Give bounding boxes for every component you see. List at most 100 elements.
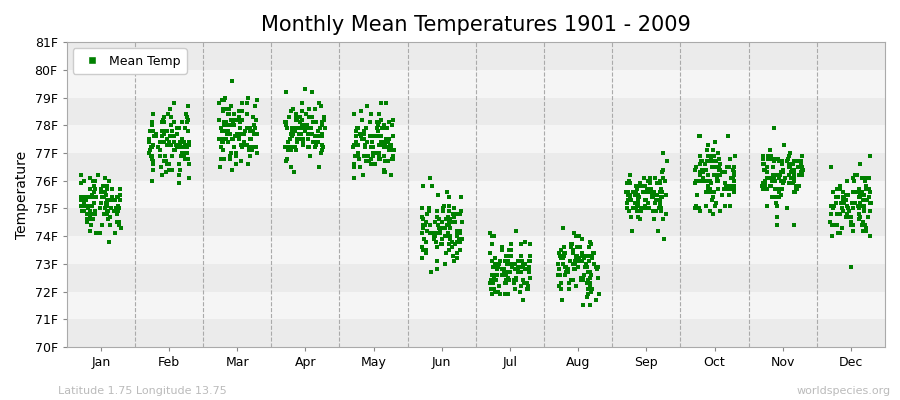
Point — [718, 169, 733, 176]
Point — [573, 274, 588, 281]
Point — [858, 222, 872, 228]
Point — [698, 161, 712, 167]
Point — [709, 172, 724, 178]
Point — [574, 258, 589, 264]
Point — [650, 191, 664, 198]
Point — [289, 111, 303, 117]
Point — [719, 164, 733, 170]
Point — [416, 222, 430, 228]
Point — [835, 205, 850, 212]
Point — [79, 197, 94, 203]
Point — [652, 205, 666, 212]
Point — [353, 164, 367, 170]
Point — [589, 263, 603, 270]
Point — [385, 133, 400, 140]
Point — [646, 208, 661, 214]
Point — [84, 202, 98, 209]
Point — [224, 136, 238, 142]
Point — [518, 266, 532, 272]
Point — [105, 197, 120, 203]
Point — [623, 191, 637, 198]
Point — [835, 188, 850, 195]
Point — [181, 128, 195, 134]
Point — [649, 197, 663, 203]
Point — [317, 116, 331, 123]
Point — [112, 197, 127, 203]
Point — [653, 202, 668, 209]
Point — [450, 211, 464, 217]
Point — [789, 186, 804, 192]
Point — [582, 274, 597, 281]
Point — [178, 155, 193, 162]
Point — [848, 200, 862, 206]
Point — [418, 238, 433, 245]
Point — [577, 272, 591, 278]
Point — [515, 263, 529, 270]
Point — [583, 241, 598, 248]
Point — [178, 142, 193, 148]
Point — [300, 122, 314, 128]
Point — [581, 269, 596, 275]
Point — [575, 274, 590, 281]
Point — [701, 172, 716, 178]
Point — [580, 252, 595, 259]
Point — [652, 180, 667, 187]
Point — [295, 116, 310, 123]
Point — [788, 188, 803, 195]
Point — [236, 142, 250, 148]
Point — [450, 230, 464, 236]
Point — [421, 208, 436, 214]
Point — [181, 155, 195, 162]
Point — [100, 183, 114, 190]
Point — [566, 266, 580, 272]
Point — [289, 111, 303, 117]
Point — [692, 205, 706, 212]
Point — [692, 133, 706, 140]
Point — [386, 155, 400, 162]
Point — [780, 155, 795, 162]
Point — [658, 178, 672, 184]
Point — [642, 205, 656, 212]
Point — [357, 128, 372, 134]
Point — [634, 205, 648, 212]
Point — [176, 139, 191, 145]
Point — [710, 178, 724, 184]
Point — [575, 274, 590, 281]
Point — [417, 222, 431, 228]
Point — [495, 272, 509, 278]
Point — [644, 180, 658, 187]
Point — [104, 194, 119, 200]
Point — [637, 202, 652, 209]
Point — [852, 211, 867, 217]
Point — [377, 169, 392, 176]
Point — [715, 169, 729, 176]
Point — [358, 142, 373, 148]
Point — [495, 247, 509, 253]
Point — [302, 130, 316, 137]
Point — [490, 272, 504, 278]
Point — [628, 205, 643, 212]
Point — [301, 130, 315, 137]
Point — [240, 100, 255, 106]
Point — [432, 216, 446, 223]
Point — [491, 266, 505, 272]
Point — [523, 241, 537, 248]
Point — [420, 227, 435, 234]
Point — [234, 108, 248, 114]
Point — [231, 136, 246, 142]
Point — [578, 252, 592, 259]
Point — [774, 178, 788, 184]
Point — [351, 150, 365, 156]
Point — [825, 188, 840, 195]
Point — [834, 224, 849, 231]
Point — [153, 152, 167, 159]
Bar — [67, 153, 885, 181]
Point — [693, 152, 707, 159]
Point — [644, 191, 659, 198]
Point — [852, 202, 867, 209]
Point — [844, 200, 859, 206]
Point — [640, 188, 654, 195]
Point — [644, 186, 659, 192]
Point — [508, 286, 522, 292]
Point — [852, 216, 867, 223]
